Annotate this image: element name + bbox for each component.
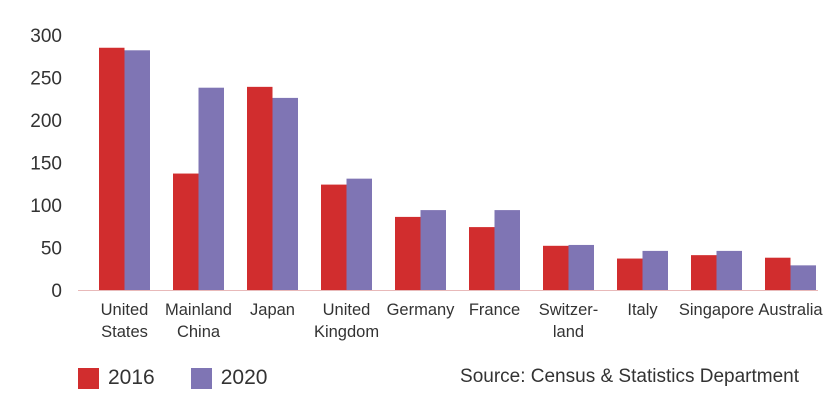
bar-2016 [395, 216, 421, 290]
x-tick-label: Australia [758, 301, 823, 319]
y-tick-label: 250 [30, 69, 62, 90]
source-note: Source: Census & Statistics Department [460, 366, 799, 387]
bar-2020 [716, 250, 742, 290]
y-tick-label: 0 [51, 281, 62, 302]
bars [99, 47, 816, 291]
legend-swatch-2016 [78, 367, 99, 389]
bar-2020 [494, 210, 520, 290]
bar-2020 [420, 210, 446, 290]
x-tick-label: Mainland China [165, 301, 232, 341]
x-tick-label: France [469, 301, 520, 319]
bar-2016 [321, 184, 347, 290]
bar-2020 [642, 250, 668, 290]
bar-2016 [99, 47, 125, 290]
y-tick-label: 150 [30, 154, 62, 175]
x-tick-label: United States [101, 301, 149, 341]
y-tick-label: 50 [41, 239, 62, 260]
y-axis: 0 50 100 150 200 250 300 [30, 26, 818, 302]
x-tick-label: Germany [387, 301, 456, 319]
bar-chart: 0 50 100 150 200 250 300 United States Mainland C… [30, 26, 824, 341]
x-tick-label: United Kingdom [314, 301, 379, 341]
legend: 2016 2020 [78, 366, 303, 390]
y-tick-label: 300 [30, 26, 62, 47]
bar-2020 [346, 178, 372, 290]
legend-item-2016: 2016 [78, 366, 155, 390]
x-axis-labels: United States Mainland China Japan United King… [101, 301, 824, 341]
bar-2020 [272, 97, 298, 291]
legend-label-2016: 2016 [108, 366, 155, 389]
x-tick-label: Singapore [679, 301, 754, 319]
y-tick-label: 100 [30, 196, 62, 217]
bar-2016 [173, 173, 199, 290]
bar-2016 [617, 258, 643, 290]
x-tick-label: Switzer-land [539, 301, 599, 341]
bar-2016 [469, 227, 495, 290]
y-tick-label: 200 [30, 111, 62, 132]
bar-2016 [765, 257, 791, 290]
bar-2020 [790, 265, 816, 290]
bar-2020 [198, 87, 224, 290]
bar-2020 [568, 244, 594, 290]
legend-item-2020: 2020 [190, 366, 268, 390]
x-tick-label: Italy [627, 301, 658, 319]
bar-2016 [247, 86, 273, 290]
legend-label-2020: 2020 [220, 366, 268, 389]
bar-2016 [691, 255, 717, 290]
x-tick-label: Japan [250, 301, 295, 319]
bar-2020 [124, 50, 150, 290]
legend-swatch-2020 [190, 367, 212, 389]
bar-2016 [543, 245, 569, 290]
